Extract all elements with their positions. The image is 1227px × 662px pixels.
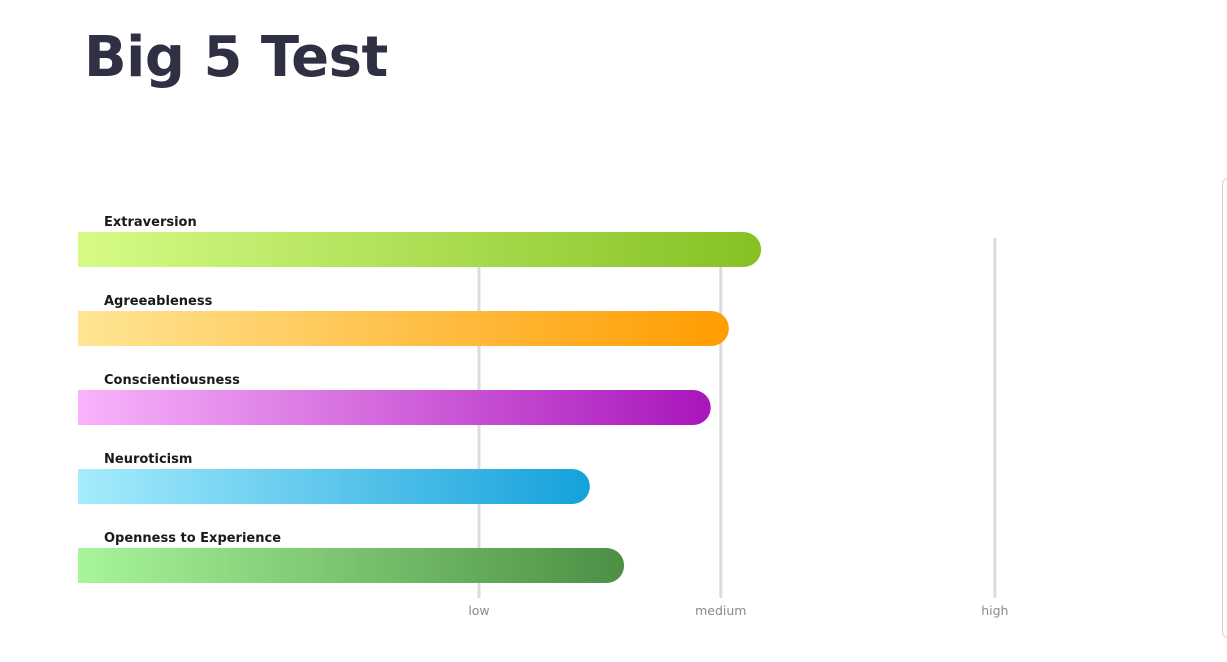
bar-openness-to-experience (78, 548, 625, 583)
trait-label-agreeableness: Agreeableness (104, 294, 213, 309)
page-title: Big 5 Test (84, 25, 388, 90)
tick-label-low: low (468, 603, 489, 618)
bar-conscientiousness (78, 390, 711, 425)
bar-agreeableness (78, 311, 729, 346)
side-panel-edge (1222, 178, 1227, 638)
bars (78, 232, 762, 583)
trait-label-neuroticism: Neuroticism (104, 452, 192, 467)
trait-label-extraversion: Extraversion (104, 215, 197, 230)
bar-neuroticism (78, 469, 590, 504)
tick-label-high: high (981, 603, 1008, 618)
tick-label-medium: medium (695, 603, 746, 618)
trait-label-conscientiousness: Conscientiousness (104, 373, 240, 388)
trait-label-openness-to-experience: Openness to Experience (104, 531, 281, 546)
trait-labels: Extraversion Agreeableness Conscientiousne… (104, 215, 281, 546)
bar-extraversion (78, 232, 762, 267)
tick-labels: low medium high (468, 603, 1008, 618)
